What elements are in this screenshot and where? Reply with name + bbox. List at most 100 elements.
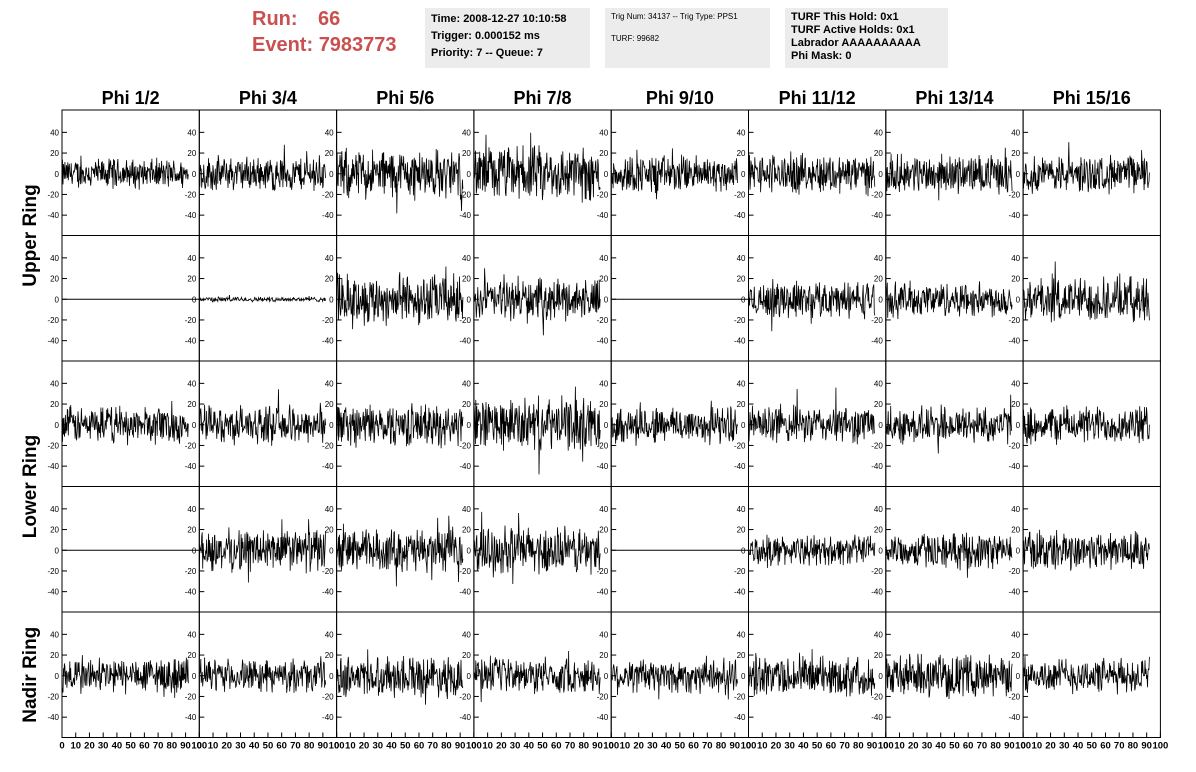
y-tick-label: -40 xyxy=(459,211,471,220)
y-tick-label: -40 xyxy=(185,713,197,722)
waveform-ch4-col5 xyxy=(610,655,738,700)
y-tick-label: 20 xyxy=(462,526,471,535)
waveform-ch3-col3 xyxy=(336,515,464,587)
x-tick-label: 30 xyxy=(510,741,521,752)
y-tick-label: 40 xyxy=(50,128,59,137)
y-tick-label: -40 xyxy=(871,588,883,597)
waveform-ch0-col8 xyxy=(1022,142,1150,195)
y-tick-label: -20 xyxy=(322,316,334,325)
panel-frame xyxy=(61,486,200,613)
waveform-ch2-col6 xyxy=(748,387,876,445)
y-tick-label: -40 xyxy=(871,462,883,471)
x-tick-label: 40 xyxy=(249,741,260,752)
row-label-lower-ring: Lower Ring xyxy=(20,435,41,538)
y-tick-label: -20 xyxy=(734,441,746,450)
y-tick-label: 40 xyxy=(462,379,471,388)
y-tick-label: 40 xyxy=(187,379,196,388)
phi-mask-text: Phi Mask: 0 xyxy=(791,50,852,62)
waveform-ch1-col3 xyxy=(336,266,464,330)
y-tick-label: 0 xyxy=(466,421,471,430)
waveform-ch1-col6 xyxy=(748,278,876,332)
y-tick-label: 20 xyxy=(1011,400,1020,409)
y-tick-label: 40 xyxy=(1011,630,1020,639)
y-tick-label: 20 xyxy=(737,275,746,284)
y-tick-label: -40 xyxy=(185,588,197,597)
y-tick-label: 0 xyxy=(329,170,334,179)
y-tick-label: 40 xyxy=(187,128,196,137)
x-tick-label: 80 xyxy=(1128,741,1139,752)
x-tick-label: 100 xyxy=(1152,741,1168,752)
y-tick-label: 40 xyxy=(599,128,608,137)
y-tick-label: 20 xyxy=(1011,651,1020,660)
y-tick-label: 0 xyxy=(192,170,197,179)
x-tick-label: 0 xyxy=(883,741,888,752)
y-tick-label: 40 xyxy=(50,630,59,639)
x-tick-label: 80 xyxy=(716,741,727,752)
y-tick-label: 20 xyxy=(325,651,334,660)
time-info-box: Time: 2008-12-27 10:10:58 Trigger: 0.000… xyxy=(425,8,590,68)
x-tick-label: 10 xyxy=(620,741,631,752)
event-label: Event: xyxy=(252,34,314,56)
x-tick-label: 90 xyxy=(455,741,466,752)
y-tick-label: 40 xyxy=(187,630,196,639)
x-tick-label: 50 xyxy=(675,741,686,752)
y-tick-label: 20 xyxy=(599,275,608,284)
panel-frame xyxy=(610,486,750,613)
y-tick-label: -20 xyxy=(597,190,609,199)
y-tick-label: 40 xyxy=(874,379,883,388)
x-tick-label: 80 xyxy=(304,741,315,752)
x-tick-label: 50 xyxy=(1086,741,1097,752)
y-tick-label: 20 xyxy=(187,526,196,535)
y-tick-label: 0 xyxy=(55,421,60,430)
y-tick-label: -40 xyxy=(1009,588,1021,597)
x-tick-label: 50 xyxy=(812,741,823,752)
y-tick-label: -20 xyxy=(322,441,334,450)
y-tick-label: -20 xyxy=(597,567,609,576)
y-tick-label: -20 xyxy=(185,316,197,325)
y-tick-label: 20 xyxy=(737,149,746,158)
y-tick-label: 40 xyxy=(737,505,746,514)
x-tick-label: 70 xyxy=(565,741,576,752)
y-tick-label: -40 xyxy=(185,211,197,220)
run-label: Run: xyxy=(252,8,298,30)
y-tick-label: 20 xyxy=(325,526,334,535)
y-tick-label: 40 xyxy=(462,505,471,514)
y-tick-label: -40 xyxy=(871,211,883,220)
x-tick-label: 70 xyxy=(839,741,850,752)
y-tick-label: 20 xyxy=(50,651,59,660)
priority-text: Priority: 7 -- Queue: 7 xyxy=(431,47,543,59)
y-tick-label: 40 xyxy=(50,254,59,263)
y-tick-label: -40 xyxy=(734,337,746,346)
x-tick-label: 20 xyxy=(221,741,232,752)
y-tick-label: -20 xyxy=(871,567,883,576)
waveform-ch4-col4 xyxy=(473,650,601,703)
y-tick-label: 0 xyxy=(329,672,334,681)
trigger-text: Trigger: 0.000152 ms xyxy=(431,30,540,42)
x-tick-label: 30 xyxy=(235,741,246,752)
x-tick-label: 20 xyxy=(1045,741,1056,752)
x-tick-label: 10 xyxy=(345,741,356,752)
turf-info-box: TURF This Hold: 0x1 TURF Active Holds: 0… xyxy=(785,8,948,68)
x-tick-label: 50 xyxy=(949,741,960,752)
y-tick-label: 40 xyxy=(50,505,59,514)
y-tick-label: 0 xyxy=(466,546,471,555)
y-tick-label: 40 xyxy=(874,505,883,514)
y-tick-label: 20 xyxy=(874,275,883,284)
y-tick-label: 20 xyxy=(325,400,334,409)
y-tick-label: 20 xyxy=(599,526,608,535)
y-tick-label: 20 xyxy=(50,275,59,284)
y-tick-label: 20 xyxy=(462,651,471,660)
y-tick-label: 40 xyxy=(325,630,334,639)
x-tick-label: 90 xyxy=(1004,741,1015,752)
x-tick-label: 70 xyxy=(290,741,301,752)
x-tick-label: 80 xyxy=(441,741,452,752)
y-tick-label: -20 xyxy=(185,190,197,199)
x-tick-label: 0 xyxy=(334,741,339,752)
x-tick-label: 50 xyxy=(400,741,411,752)
y-tick-label: -40 xyxy=(1009,211,1021,220)
x-tick-label: 50 xyxy=(537,741,548,752)
y-tick-label: 20 xyxy=(187,275,196,284)
x-tick-label: 90 xyxy=(729,741,740,752)
turf-active-text: TURF Active Holds: 0x1 xyxy=(791,24,915,36)
x-tick-label: 90 xyxy=(318,741,329,752)
